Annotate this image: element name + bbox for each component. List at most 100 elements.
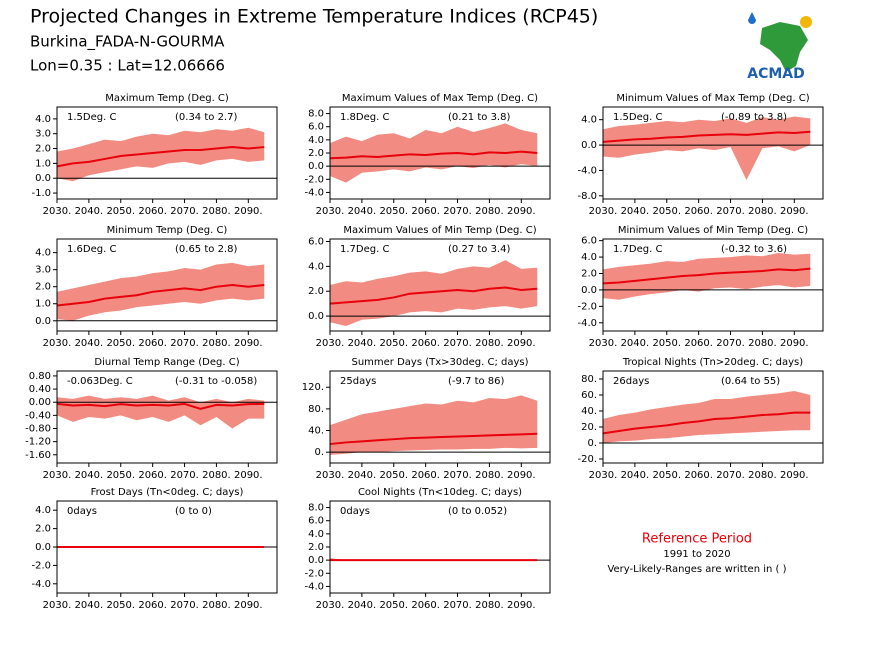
- note-heading: Reference Period: [642, 532, 752, 547]
- x-tick-label: 2040.: [75, 338, 104, 349]
- x-tick-label: 2070.: [443, 600, 472, 611]
- y-tick-label: 120.: [302, 382, 324, 393]
- annotation: 1.7Deg. C: [613, 244, 662, 255]
- x-tick-label: 2040.: [348, 206, 377, 217]
- y-tick-label: 6.0: [308, 122, 324, 133]
- annotation: 1.8Deg. C: [340, 112, 389, 123]
- x-tick-label: 2050.: [379, 600, 408, 611]
- x-tick-label: 2070.: [443, 206, 472, 217]
- y-tick-label: 3.0: [35, 265, 51, 276]
- x-tick-label: 2050.: [106, 338, 135, 349]
- y-tick-label: 4.0: [308, 135, 324, 146]
- x-tick-label: 2090.: [507, 206, 536, 217]
- x-tick-label: 2070.: [443, 470, 472, 481]
- y-tick-label: 4.0: [581, 115, 597, 126]
- x-tick-label: 2060.: [684, 470, 713, 481]
- x-tick-label: 2090.: [234, 206, 263, 217]
- range-band: [603, 116, 811, 180]
- y-tick-label: 0.0: [308, 555, 324, 566]
- x-tick-label: 2070.: [170, 206, 199, 217]
- annotation: 0days: [340, 506, 370, 517]
- median-line: [56, 146, 265, 168]
- plot-frame: [602, 106, 824, 200]
- x-tick-label: 2080.: [202, 206, 231, 217]
- range-text: (0 to 0): [175, 506, 212, 517]
- range-band: [330, 395, 538, 455]
- y-tick-label: 2.0: [35, 282, 51, 293]
- x-tick-label: 2090.: [234, 600, 263, 611]
- x-tick-label: 2090.: [780, 338, 809, 349]
- y-tick-label: -0.80: [25, 424, 51, 435]
- panel-title: Minimum Temp (Deg. C): [107, 225, 228, 236]
- x-tick-label: 2080.: [748, 338, 777, 349]
- x-tick-label: 2060.: [411, 600, 440, 611]
- y-tick-label: 6.0: [308, 236, 324, 247]
- range-text: (-0.32 to 3.6): [721, 244, 787, 255]
- range-text: (0.65 to 2.8): [175, 244, 237, 255]
- median-line: [602, 411, 811, 435]
- x-tick-label: 2050.: [379, 206, 408, 217]
- x-tick-label: 2030.: [316, 600, 345, 611]
- x-tick-label: 2080.: [475, 338, 504, 349]
- y-tick-label: 20.: [581, 422, 597, 433]
- annotation: 0days: [67, 506, 97, 517]
- panel-title: Summer Days (Tx>30deg. C; days): [351, 357, 528, 368]
- x-tick-label: 2060.: [684, 206, 713, 217]
- plot-frame: [602, 238, 824, 332]
- y-tick-label: -1.60: [25, 450, 51, 461]
- y-tick-label: 1.0: [35, 158, 51, 169]
- y-tick-label: 0.0: [581, 285, 597, 296]
- y-tick-label: 6.0: [581, 236, 597, 247]
- x-tick-label: 2050.: [652, 338, 681, 349]
- y-tick-label: 40.: [308, 426, 324, 437]
- x-tick-label: 2030.: [589, 338, 618, 349]
- y-tick-label: 0.40: [29, 384, 51, 395]
- x-tick-label: 2080.: [748, 470, 777, 481]
- range-text: (-0.89 to 3.8): [721, 112, 787, 123]
- annotation: 1.5Deg. C: [613, 112, 662, 123]
- y-tick-label: 0.: [314, 447, 324, 458]
- x-tick-label: 2060.: [411, 338, 440, 349]
- y-tick-label: -1.0: [31, 188, 51, 199]
- annotation: -0.063Deg. C: [67, 376, 133, 387]
- y-tick-label: 6.0: [308, 516, 324, 527]
- x-tick-label: 2030.: [316, 338, 345, 349]
- y-tick-label: 0.0: [35, 173, 51, 184]
- y-tick-label: 0.0: [308, 311, 324, 322]
- x-tick-label: 2070.: [170, 338, 199, 349]
- plot-frame: [56, 370, 278, 464]
- plot-frame: [56, 106, 278, 200]
- plot-frame: [329, 370, 551, 464]
- y-tick-label: 8.0: [308, 109, 324, 120]
- panel-title: Minimum Values of Min Temp (Deg. C): [618, 225, 808, 236]
- x-tick-label: 2070.: [170, 470, 199, 481]
- y-tick-label: -4.0: [304, 581, 324, 592]
- logo: ACMAD: [747, 12, 812, 82]
- y-tick-label: -0.40: [25, 410, 51, 421]
- x-tick-label: 2060.: [138, 600, 167, 611]
- range-text: (0.21 to 3.8): [448, 112, 510, 123]
- x-tick-label: 2060.: [684, 338, 713, 349]
- y-tick-label: 0.0: [35, 316, 51, 327]
- range-text: (0.27 to 3.4): [448, 244, 510, 255]
- x-tick-label: 2090.: [234, 470, 263, 481]
- annotation: 25days: [340, 376, 376, 387]
- y-tick-label: 2.0: [35, 144, 51, 155]
- x-tick-label: 2040.: [348, 338, 377, 349]
- range-text: (0.34 to 2.7): [175, 112, 237, 123]
- y-tick-label: 60.: [581, 390, 597, 401]
- x-tick-label: 2040.: [75, 470, 104, 481]
- median-line: [602, 130, 811, 143]
- x-tick-label: 2050.: [106, 206, 135, 217]
- median-line: [329, 286, 538, 305]
- y-tick-label: 80.: [308, 404, 324, 415]
- median-line: [329, 150, 538, 160]
- panel-title: Tropical Nights (Tn>20deg. C; days): [622, 357, 803, 368]
- x-tick-label: 2090.: [780, 470, 809, 481]
- median-line: [329, 432, 538, 446]
- y-tick-label: -4.0: [304, 187, 324, 198]
- median-line: [56, 283, 265, 307]
- x-tick-label: 2060.: [138, 206, 167, 217]
- y-tick-label: -4.0: [577, 165, 597, 176]
- y-tick-label: 8.0: [308, 503, 324, 514]
